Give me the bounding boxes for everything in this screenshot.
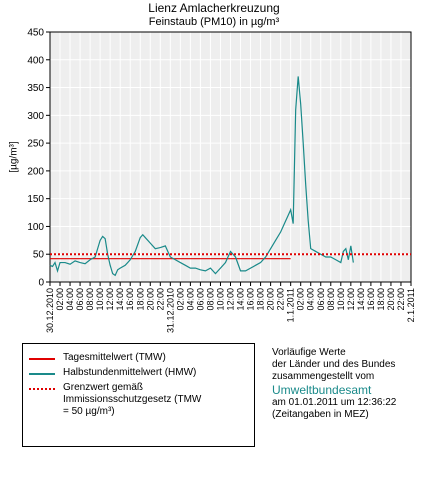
x-tick-label: 22:00 [276, 288, 286, 311]
x-tick-label: 06:00 [195, 288, 205, 311]
legend-item: Tagesmittelwert (TMW) [23, 352, 243, 364]
x-tick-label: 20:00 [266, 288, 276, 311]
x-tick-label: 06:00 [316, 288, 326, 311]
x-tick-label: 12:00 [105, 288, 115, 311]
x-tick-label: 04:00 [306, 288, 316, 311]
x-tick-label: 10:00 [95, 288, 105, 311]
x-tick-label: 12:00 [346, 288, 356, 311]
note-line: zusammengestellt vom [272, 371, 375, 382]
x-tick-label: 14:00 [236, 288, 246, 311]
x-tick-label: 30.12.2010 [45, 288, 55, 333]
x-tick-label: 1.1.2011 [286, 288, 296, 322]
x-tick-label: 14:00 [115, 288, 125, 311]
x-tick-label: 10:00 [215, 288, 225, 311]
x-tick-label: 14:00 [356, 288, 366, 311]
x-tick-label: 16:00 [125, 288, 135, 311]
x-tick-label: 2.1.2011 [406, 288, 416, 322]
x-tick-label: 10:00 [336, 288, 346, 311]
legend-swatch [29, 388, 55, 390]
x-tick-label: 18:00 [256, 288, 266, 311]
legend-label: Halbstundenmittelwert (HMW) [63, 367, 197, 378]
timezone: (Zeitangaben in MEZ) [272, 409, 369, 420]
legend-item: Grenzwert gemäß Immissionsschutzgesetz (… [23, 382, 203, 418]
x-tick-label: 06:00 [75, 288, 85, 311]
y-tick-label: 200 [27, 166, 44, 177]
series-line [49, 76, 354, 277]
plot-frame [49, 31, 412, 283]
legend-item: Halbstundenmittelwert (HMW) [23, 367, 243, 379]
x-tick-label: 08:00 [326, 288, 336, 311]
x-tick-label: 02:00 [296, 288, 306, 311]
y-tick-label: 400 [27, 55, 44, 66]
chart-title: Lienz Amlacherkreuzung [148, 1, 279, 15]
x-tick-label: 02:00 [55, 288, 65, 311]
x-tick-label: 22:00 [155, 288, 165, 311]
note-line: der Länder und des Bundes [272, 359, 396, 370]
y-tick-label: 450 [27, 28, 44, 39]
y-tick-label: 300 [27, 111, 44, 122]
source: Umweltbundesamt [272, 383, 372, 397]
x-tick-label: 16:00 [366, 288, 376, 311]
x-tick-label: 22:00 [396, 288, 406, 311]
x-tick-label: 04:00 [185, 288, 195, 311]
y-axis-label: [µg/m³] [9, 141, 20, 173]
legend-swatch [29, 373, 55, 375]
note-line: Vorläufige Werte [272, 347, 346, 358]
x-tick-label: 04:00 [65, 288, 75, 311]
x-tick-label: 20:00 [386, 288, 396, 311]
x-tick-label: 12:00 [226, 288, 236, 311]
legend: Tagesmittelwert (TMW) Halbstundenmittelwe… [22, 343, 255, 447]
x-tick-label: 20:00 [145, 288, 155, 311]
x-tick-label: 08:00 [205, 288, 215, 311]
y-tick-label: 100 [27, 222, 44, 233]
legend-label: Tagesmittelwert (TMW) [63, 352, 166, 363]
x-tick-label: 02:00 [175, 288, 185, 311]
x-tick-label: 31.12.2010 [165, 288, 175, 333]
chart-subtitle: Feinstaub (PM10) in µg/m³ [149, 16, 280, 28]
x-tick-label: 08:00 [85, 288, 95, 311]
info: Vorläufige Werte der Länder und des Bund… [272, 347, 396, 421]
y-tick-label: 350 [27, 83, 44, 94]
timestamp: am 01.01.2011 um 12:36:22 [272, 397, 397, 408]
legend-label: Grenzwert gemäß Immissionsschutzgesetz (… [63, 382, 202, 417]
y-tick-label: 50 [33, 250, 45, 261]
legend-swatch [29, 358, 55, 360]
y-tick-label: 150 [27, 194, 44, 205]
y-tick-label: 250 [27, 139, 44, 150]
y-tick-label: 0 [38, 278, 44, 289]
x-tick-label: 16:00 [246, 288, 256, 311]
x-tick-label: 18:00 [376, 288, 386, 311]
chart: Lienz Amlacherkreuzung Feinstaub (PM10) … [9, 1, 416, 333]
x-tick-label: 18:00 [135, 288, 145, 311]
